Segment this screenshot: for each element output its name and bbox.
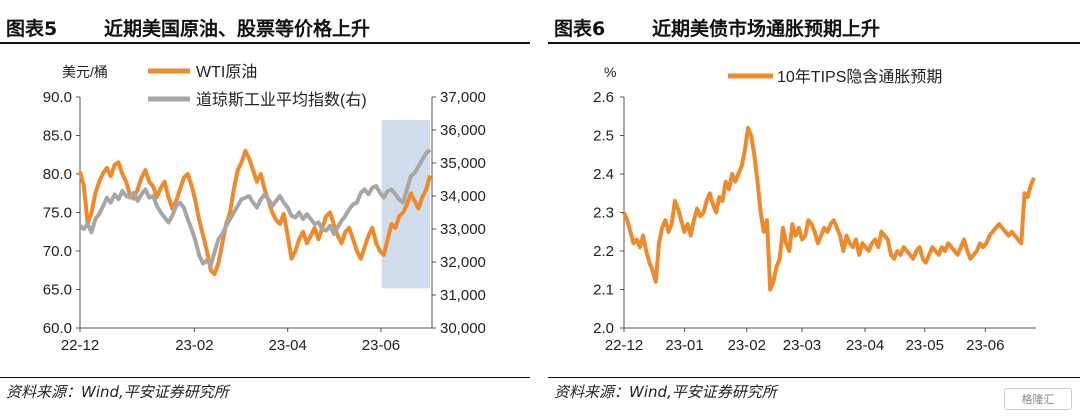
x-tick-label: 23-04: [846, 337, 884, 354]
y-right-tick-label: 33,000: [440, 221, 486, 238]
x-tick-label: 23-05: [906, 337, 944, 354]
x-tick-label: 23-04: [268, 337, 306, 354]
y-axis-label: 美元/桶: [62, 64, 108, 80]
y-left-tick-label: 70.0: [43, 243, 72, 260]
x-tick-label: 22-12: [61, 337, 99, 354]
series-line-1: [622, 125, 1036, 292]
x-tick-label: 23-06: [966, 337, 1004, 354]
chart-title: 近期美国原油、股票等价格上升: [104, 18, 371, 40]
y-left-tick-label: 2.2: [593, 243, 614, 260]
chart-title-bar: 图表6 近期美债市场通胀预期上升: [548, 6, 1080, 44]
chart-title-bar: 图表5 近期美国原油、股票等价格上升: [0, 6, 530, 44]
legend-label: 道琼斯工业平均指数(右): [196, 91, 367, 109]
chart-right-svg: 2.6 2.5 2.4 2.3 2.2 2.1 2.022-12 23-01 23-02 23-0…: [593, 64, 1036, 354]
y-right-tick-label: 32,000: [440, 254, 486, 271]
y-right-tick-label: 36,000: [440, 122, 486, 139]
y-left-tick-label: 2.5: [593, 128, 614, 145]
x-tick-label: 23-01: [665, 337, 703, 354]
series-line-1: [78, 148, 432, 277]
source-note: 资料来源：Wind,平安证券研究所: [554, 383, 777, 401]
chart-panel-left: 图表5 近期美国原油、股票等价格上升 90.0 85.0 80.0 75.0 70.0 6…: [0, 0, 530, 416]
y-left-tick-label: 2.1: [593, 282, 614, 299]
legend-label: WTI原油: [196, 63, 257, 81]
watermark-logo: 格隆汇: [1004, 388, 1072, 410]
x-tick-label: 23-03: [783, 337, 821, 354]
y-right-tick-label: 35,000: [440, 155, 486, 172]
y-left-tick-label: 75.0: [43, 205, 72, 222]
y-left-tick-label: 65.0: [43, 282, 72, 299]
figure-label: 图表5: [6, 18, 58, 40]
y-left-tick-label: 2.6: [593, 89, 614, 106]
x-tick-label: 22-12: [605, 337, 643, 354]
y-left-tick-label: 85.0: [43, 128, 72, 145]
legend-label: 10年TIPS隐含通胀预期: [777, 68, 942, 86]
y-axis-label: %: [604, 64, 616, 80]
chart-panel-right: 图表6 近期美债市场通胀预期上升 2.6 2.5 2.4 2.3 2.2 2.1 2.0 22…: [548, 0, 1080, 416]
y-left-tick-label: 80.0: [43, 166, 72, 183]
source-divider: [548, 377, 1080, 378]
figure-label: 图表6: [554, 18, 606, 40]
y-right-tick-label: 30,000: [440, 320, 486, 337]
y-left-tick-label: 90.0: [43, 89, 72, 106]
y-right-tick-label: 31,000: [440, 287, 486, 304]
x-tick-label: 23-02: [175, 337, 213, 354]
y-right-tick-label: 34,000: [440, 188, 486, 205]
x-tick-label: 23-06: [362, 337, 400, 354]
y-right-tick-label: 37,000: [440, 89, 486, 106]
y-left-tick-label: 2.4: [593, 166, 614, 183]
y-left-tick-label: 60.0: [43, 320, 72, 337]
y-left-tick-label: 2.0: [593, 320, 614, 337]
series-line-2: [78, 148, 432, 268]
x-tick-label: 23-02: [728, 337, 766, 354]
chart-left-svg: 90.0 85.0 80.0 75.0 70.0 65.0 60.0 37,000 36,000…: [43, 63, 486, 354]
source-divider: [0, 377, 530, 378]
chart-title: 近期美债市场通胀预期上升: [652, 18, 881, 40]
source-note: 资料来源：Wind,平安证券研究所: [6, 383, 229, 401]
y-left-tick-label: 2.3: [593, 205, 614, 222]
